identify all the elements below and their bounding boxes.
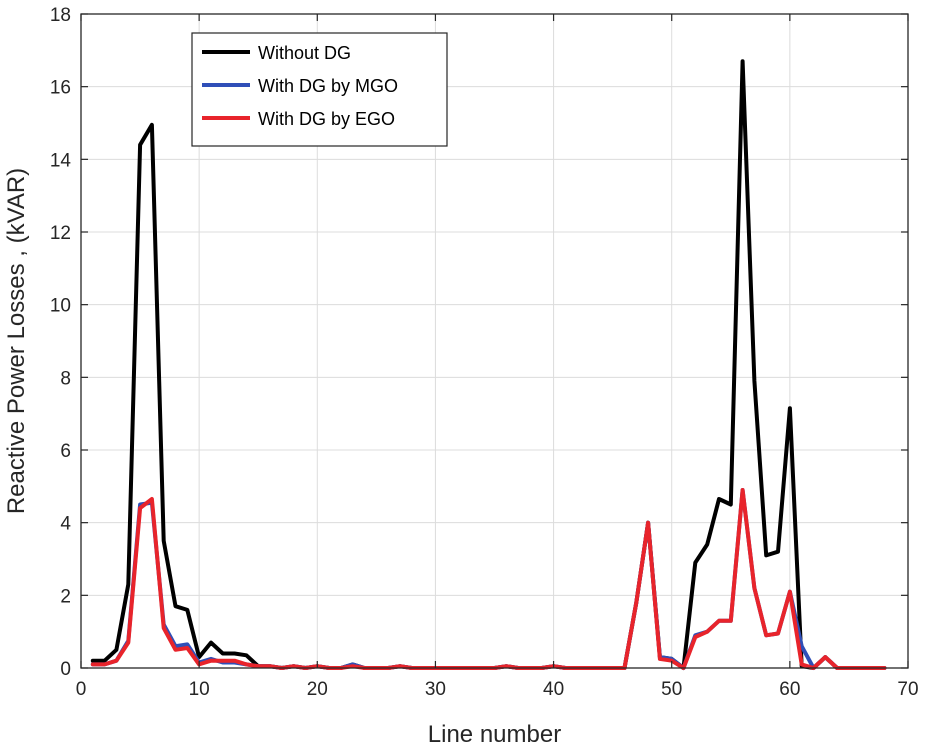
x-tick-label: 70 bbox=[897, 679, 918, 700]
x-axis-title: Line number bbox=[428, 721, 561, 748]
x-tick-label: 40 bbox=[543, 679, 564, 700]
y-tick-label: 14 bbox=[50, 150, 72, 171]
x-tick-label: 10 bbox=[189, 679, 210, 700]
x-tick-label: 30 bbox=[425, 679, 446, 700]
y-tick-label: 2 bbox=[60, 586, 71, 607]
plot-frame bbox=[80, 13, 909, 669]
y-tick-label: 4 bbox=[60, 514, 71, 535]
x-tick-label: 0 bbox=[76, 679, 87, 700]
y-tick-label: 6 bbox=[60, 441, 71, 462]
y-tick-label: 0 bbox=[60, 659, 71, 680]
y-axis-title: Reactive Power Losses , (kVAR) bbox=[3, 168, 30, 514]
legend-label: With DG by EGO bbox=[258, 109, 395, 129]
y-tick-label: 18 bbox=[50, 5, 71, 26]
y-tick-label: 10 bbox=[50, 296, 71, 317]
y-tick-label: 12 bbox=[50, 223, 71, 244]
axis-ticks: 0 10 20 30 40 50 60 70 0 2 4 6 8 10 12 14 16 18 bbox=[50, 5, 919, 700]
legend: Without DG With DG by MGO With DG by EGO bbox=[191, 32, 448, 147]
legend-label: With DG by MGO bbox=[258, 76, 398, 96]
x-tick-label: 20 bbox=[307, 679, 328, 700]
y-tick-label: 8 bbox=[60, 368, 71, 389]
x-tick-label: 50 bbox=[661, 679, 682, 700]
y-tick-label: 16 bbox=[50, 78, 71, 99]
legend-label: Without DG bbox=[258, 43, 351, 63]
x-tick-label: 60 bbox=[779, 679, 800, 700]
